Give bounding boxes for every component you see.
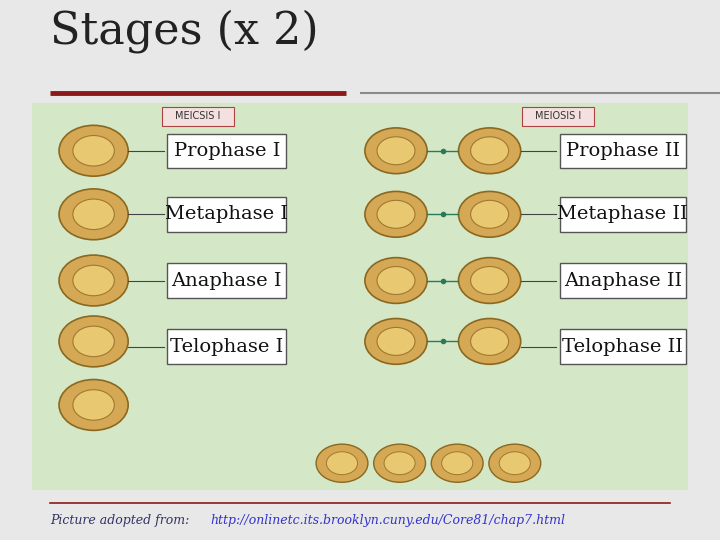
FancyBboxPatch shape <box>32 103 299 490</box>
Circle shape <box>471 327 508 355</box>
Circle shape <box>377 137 415 165</box>
Text: MEIOSIS I: MEIOSIS I <box>535 111 581 122</box>
Text: MEICSIS I: MEICSIS I <box>175 111 221 122</box>
Circle shape <box>365 128 427 174</box>
Text: Stages (x 2): Stages (x 2) <box>50 9 319 53</box>
FancyBboxPatch shape <box>162 107 234 126</box>
FancyBboxPatch shape <box>167 197 287 232</box>
Circle shape <box>384 452 415 475</box>
FancyBboxPatch shape <box>560 133 685 168</box>
Text: Picture adopted from:: Picture adopted from: <box>50 514 194 526</box>
Circle shape <box>459 258 521 303</box>
Circle shape <box>459 128 521 174</box>
Circle shape <box>459 192 521 237</box>
FancyBboxPatch shape <box>167 329 287 364</box>
FancyBboxPatch shape <box>167 264 287 298</box>
Text: Prophase II: Prophase II <box>566 142 680 160</box>
Circle shape <box>326 452 358 475</box>
Circle shape <box>459 319 521 364</box>
Circle shape <box>499 452 531 475</box>
FancyBboxPatch shape <box>299 103 688 490</box>
Circle shape <box>365 258 427 303</box>
Circle shape <box>377 267 415 294</box>
Text: Prophase I: Prophase I <box>174 142 280 160</box>
Circle shape <box>471 137 508 165</box>
Text: Metaphase II: Metaphase II <box>557 205 688 224</box>
FancyBboxPatch shape <box>560 329 685 364</box>
Text: Telophase I: Telophase I <box>170 338 284 356</box>
Circle shape <box>441 452 473 475</box>
Circle shape <box>431 444 483 482</box>
FancyBboxPatch shape <box>522 107 594 126</box>
Circle shape <box>59 125 128 176</box>
Circle shape <box>73 199 114 230</box>
Circle shape <box>374 444 426 482</box>
Circle shape <box>377 200 415 228</box>
Circle shape <box>59 316 128 367</box>
Circle shape <box>365 319 427 364</box>
Text: http://onlinetc.its.brooklyn.cuny.edu/Core81/chap7.html: http://onlinetc.its.brooklyn.cuny.edu/Co… <box>210 514 565 526</box>
Text: Anaphase II: Anaphase II <box>564 272 682 289</box>
FancyBboxPatch shape <box>560 264 685 298</box>
Circle shape <box>377 327 415 355</box>
Circle shape <box>316 444 368 482</box>
Circle shape <box>73 136 114 166</box>
Circle shape <box>73 390 114 420</box>
Text: Metaphase I: Metaphase I <box>166 205 288 224</box>
Circle shape <box>365 192 427 237</box>
Text: Anaphase I: Anaphase I <box>171 272 282 289</box>
Circle shape <box>59 255 128 306</box>
Circle shape <box>59 189 128 240</box>
Circle shape <box>73 265 114 296</box>
FancyBboxPatch shape <box>560 197 685 232</box>
Circle shape <box>471 267 508 294</box>
Text: Telophase II: Telophase II <box>562 338 683 356</box>
FancyBboxPatch shape <box>167 133 287 168</box>
Circle shape <box>59 380 128 430</box>
Circle shape <box>489 444 541 482</box>
Circle shape <box>73 326 114 356</box>
Circle shape <box>471 200 508 228</box>
